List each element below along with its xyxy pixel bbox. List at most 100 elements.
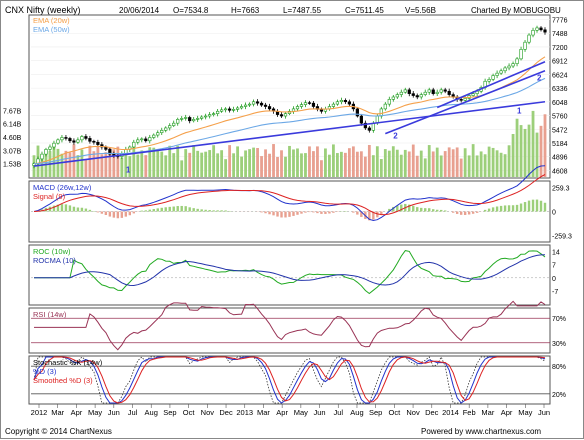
candle-body [148, 137, 151, 140]
candle-body [280, 115, 283, 116]
indicator-tick-label: 7 [552, 263, 556, 270]
macd-histogram-bar [324, 212, 326, 214]
volume-bar [456, 147, 459, 177]
volume-bar [152, 148, 155, 177]
volume-bar [400, 155, 403, 177]
x-tick-label: 2012 [31, 408, 48, 417]
volume-bar [472, 144, 475, 177]
x-tick-label: Oct [389, 408, 402, 417]
candle-body [260, 103, 263, 105]
price-tick-label: 6336 [552, 86, 568, 93]
macd-histogram-bar [125, 212, 127, 217]
x-tick-label: May [88, 408, 102, 417]
macd-histogram-bar [516, 205, 518, 212]
macd-histogram-bar [304, 212, 306, 213]
volume-bar [528, 125, 531, 177]
legend-stoch-k: Stochastic %K (14w) [33, 358, 103, 367]
macd-histogram-bar [440, 210, 442, 212]
volume-bar [324, 148, 327, 177]
volume-bar [488, 147, 491, 177]
indicator-tick-label: 80% [552, 364, 566, 371]
candle-body [204, 116, 207, 117]
candle-body [492, 76, 495, 80]
macd-histogram-bar [204, 210, 206, 212]
volume-bar [248, 149, 251, 177]
volume-bar [244, 150, 247, 177]
volume-bar [364, 157, 367, 177]
macd-histogram-bar [432, 209, 434, 211]
volume-bar [532, 111, 535, 177]
macd-histogram-bar [420, 208, 422, 212]
volume-bar [512, 134, 515, 177]
legend-stoch-d: %D (3) [33, 367, 57, 376]
macd-histogram-bar [173, 207, 175, 212]
volume-bar [336, 153, 339, 177]
price-tick-label: 5472 [552, 127, 568, 134]
macd-histogram-bar [208, 210, 210, 211]
candle-body [180, 118, 183, 119]
macd-histogram-bar [496, 206, 498, 211]
candle-body [512, 64, 515, 66]
candle-body [504, 68, 507, 71]
macd-histogram-bar [97, 212, 99, 213]
macd-histogram-bar [312, 212, 314, 213]
candle-body [248, 104, 251, 105]
volume-bar [384, 149, 387, 177]
candle-body [496, 73, 499, 75]
volume-bar [296, 148, 299, 177]
macd-histogram-bar [424, 208, 426, 211]
candle-body [208, 115, 211, 116]
volume-bar [236, 146, 239, 177]
candle-body [188, 117, 191, 120]
trendline-label: 2 [393, 131, 398, 140]
volume-bar [392, 146, 395, 177]
legend-signal: Signal (9) [33, 192, 66, 201]
indicator-lines [31, 166, 550, 403]
legend-ema20: EMA (20w) [33, 16, 70, 25]
volume-bar [424, 158, 427, 177]
ohlc-open: O=7534.8 [173, 6, 209, 15]
x-tick-label: Oct [183, 408, 196, 417]
volume-bar [540, 126, 543, 177]
candle-body [448, 91, 451, 94]
macd-histogram-bar [308, 212, 310, 213]
volume-bar [320, 160, 323, 177]
volume-bar [300, 153, 303, 177]
macd-histogram-bar [196, 209, 198, 212]
x-tick-label: Nov [201, 408, 215, 417]
ohlc-volume: V=5.56B [405, 6, 436, 15]
candle-body [176, 119, 179, 123]
macd-histogram-bar [260, 212, 262, 213]
macd-histogram-bar [264, 212, 266, 214]
price-tick-label: 5184 [552, 141, 568, 148]
volume-bar [312, 151, 315, 177]
volume-bar [252, 148, 255, 177]
macd-histogram-bar [89, 210, 91, 212]
chart-title: CNX Nifty (weekly) [5, 5, 81, 15]
candle-body [420, 95, 423, 97]
volume-bar [416, 156, 419, 177]
macd-histogram-bar [165, 207, 167, 211]
candle-body [192, 119, 195, 120]
candle-body [292, 109, 295, 111]
macd-histogram-bar [153, 209, 155, 211]
macd-histogram-bar [185, 206, 187, 211]
volume-bar [440, 155, 443, 177]
macd-histogram-bar [216, 210, 218, 211]
macd-histogram-bar [161, 208, 163, 212]
candle-body [168, 126, 171, 128]
macd-histogram-bar [85, 209, 87, 212]
volume-bar [536, 133, 539, 177]
volume-bar [376, 146, 379, 177]
macd-histogram-bar [416, 207, 418, 211]
macd-histogram-bar [192, 208, 194, 211]
indicator-tick-label: 70% [552, 316, 566, 323]
volume-bar [484, 154, 487, 177]
candle-body [412, 94, 415, 96]
candle-body [380, 109, 383, 116]
indicator-tick-label: -7 [552, 289, 558, 296]
candle-body [400, 92, 403, 94]
macd-histogram-bar [320, 212, 322, 214]
candle-body [77, 140, 80, 142]
